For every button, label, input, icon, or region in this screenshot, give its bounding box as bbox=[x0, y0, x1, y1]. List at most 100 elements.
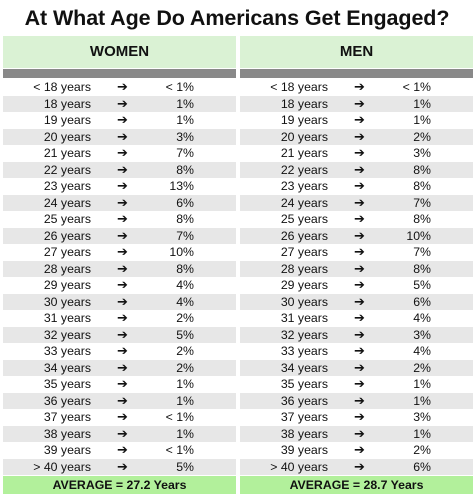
table-row: 31 years ➔ 2% bbox=[3, 310, 236, 327]
divider-bar bbox=[240, 69, 473, 78]
age-cell: 21 years bbox=[280, 146, 328, 160]
arrow-right-icon: ➔ bbox=[117, 145, 128, 160]
percent-cell: 1% bbox=[413, 96, 431, 111]
age-cell: 24 years bbox=[43, 195, 91, 210]
table-row: 26 years ➔ 10% bbox=[240, 227, 473, 244]
age-cell: 19 years bbox=[43, 113, 91, 127]
percent-cell: 8% bbox=[176, 261, 194, 276]
percent-cell: 2% bbox=[176, 360, 194, 375]
age-cell: 31 years bbox=[43, 311, 91, 325]
arrow-right-icon: ➔ bbox=[354, 227, 365, 243]
table-row: 37 years ➔ 3% bbox=[240, 409, 473, 426]
percent-cell: 8% bbox=[413, 261, 431, 276]
arrow-right-icon: ➔ bbox=[117, 112, 128, 127]
arrow-right-icon: ➔ bbox=[354, 409, 365, 424]
age-cell: 25 years bbox=[43, 212, 91, 226]
age-cell: < 18 years bbox=[270, 80, 328, 94]
age-cell: 28 years bbox=[280, 261, 328, 276]
table-row: 38 years ➔ 1% bbox=[240, 425, 473, 442]
divider-bar bbox=[3, 69, 236, 78]
age-cell: 24 years bbox=[280, 195, 328, 210]
arrow-right-icon: ➔ bbox=[117, 95, 128, 111]
percent-cell: 6% bbox=[176, 195, 194, 210]
table-row: 20 years ➔ 3% bbox=[3, 128, 236, 145]
women-panel: WOMEN < 18 years ➔ < 1% 18 years ➔ 1% 19 years… bbox=[3, 36, 236, 495]
table-row: 18 years ➔ 1% bbox=[3, 95, 236, 112]
percent-cell: < 1% bbox=[402, 80, 431, 94]
age-cell: 28 years bbox=[43, 261, 91, 276]
age-cell: 39 years bbox=[280, 443, 328, 457]
arrow-right-icon: ➔ bbox=[117, 194, 128, 210]
percent-cell: 5% bbox=[413, 278, 431, 292]
age-cell: 26 years bbox=[43, 228, 91, 243]
percent-cell: 2% bbox=[413, 129, 431, 144]
table-row: > 40 years ➔ 6% bbox=[240, 458, 473, 475]
arrow-right-icon: ➔ bbox=[117, 260, 128, 276]
age-cell: 25 years bbox=[280, 212, 328, 226]
table-row: 33 years ➔ 2% bbox=[3, 343, 236, 360]
percent-cell: 3% bbox=[413, 146, 431, 160]
percent-cell: 3% bbox=[413, 327, 431, 342]
percent-cell: 7% bbox=[176, 228, 194, 243]
age-cell: 30 years bbox=[280, 294, 328, 309]
table-row: 19 years ➔ 1% bbox=[3, 112, 236, 129]
percent-cell: 6% bbox=[413, 294, 431, 309]
arrow-right-icon: ➔ bbox=[354, 293, 365, 309]
arrow-right-icon: ➔ bbox=[354, 260, 365, 276]
percent-cell: 6% bbox=[413, 459, 431, 474]
arrow-right-icon: ➔ bbox=[117, 211, 128, 226]
table-row: 38 years ➔ 1% bbox=[3, 425, 236, 442]
percent-cell: 1% bbox=[176, 426, 194, 441]
table-row: 34 years ➔ 2% bbox=[3, 359, 236, 376]
percent-cell: 1% bbox=[176, 113, 194, 127]
percent-cell: 1% bbox=[413, 377, 431, 391]
age-cell: 38 years bbox=[43, 426, 91, 441]
women-header: WOMEN bbox=[3, 36, 236, 68]
arrow-right-icon: ➔ bbox=[354, 244, 365, 259]
age-cell: 31 years bbox=[280, 311, 328, 325]
table-row: 29 years ➔ 4% bbox=[3, 277, 236, 294]
table-row: 21 years ➔ 3% bbox=[240, 145, 473, 162]
arrow-right-icon: ➔ bbox=[117, 442, 128, 457]
percent-cell: 13% bbox=[169, 179, 194, 193]
percent-cell: 8% bbox=[413, 162, 431, 177]
age-cell: > 40 years bbox=[33, 459, 91, 474]
table-row: 19 years ➔ 1% bbox=[240, 112, 473, 129]
table-row: 36 years ➔ 1% bbox=[3, 392, 236, 409]
age-cell: 32 years bbox=[280, 327, 328, 342]
percent-cell: 1% bbox=[176, 377, 194, 391]
men-panel: MEN < 18 years ➔ < 1% 18 years ➔ 1% 19 years ➔ 1… bbox=[240, 36, 473, 495]
age-cell: 21 years bbox=[43, 146, 91, 160]
arrow-right-icon: ➔ bbox=[354, 458, 365, 474]
arrow-right-icon: ➔ bbox=[354, 178, 365, 193]
men-rows: < 18 years ➔ < 1% 18 years ➔ 1% 19 years ➔ 1% 20 … bbox=[240, 79, 473, 475]
age-cell: 37 years bbox=[43, 410, 91, 424]
table-row: 33 years ➔ 4% bbox=[240, 343, 473, 360]
arrow-right-icon: ➔ bbox=[354, 425, 365, 441]
age-cell: 33 years bbox=[43, 344, 91, 358]
age-cell: 26 years bbox=[280, 228, 328, 243]
table-row: 24 years ➔ 7% bbox=[240, 194, 473, 211]
table-row: 23 years ➔ 8% bbox=[240, 178, 473, 195]
arrow-right-icon: ➔ bbox=[354, 112, 365, 127]
percent-cell: 4% bbox=[413, 311, 431, 325]
percent-cell: 7% bbox=[413, 195, 431, 210]
age-cell: 30 years bbox=[43, 294, 91, 309]
table-row: 31 years ➔ 4% bbox=[240, 310, 473, 327]
arrow-right-icon: ➔ bbox=[354, 194, 365, 210]
age-cell: 23 years bbox=[43, 179, 91, 193]
arrow-right-icon: ➔ bbox=[117, 128, 128, 144]
table-row: < 18 years ➔ < 1% bbox=[240, 79, 473, 96]
table-row: 21 years ➔ 7% bbox=[3, 145, 236, 162]
percent-cell: 8% bbox=[176, 212, 194, 226]
table-row: 23 years ➔ 13% bbox=[3, 178, 236, 195]
percent-cell: 1% bbox=[413, 393, 431, 408]
percent-cell: 7% bbox=[413, 245, 431, 259]
percent-cell: 4% bbox=[176, 294, 194, 309]
arrow-right-icon: ➔ bbox=[354, 376, 365, 391]
arrow-right-icon: ➔ bbox=[354, 211, 365, 226]
percent-cell: 4% bbox=[413, 344, 431, 358]
percent-cell: 3% bbox=[413, 410, 431, 424]
age-cell: 36 years bbox=[280, 393, 328, 408]
table-row: 35 years ➔ 1% bbox=[3, 376, 236, 393]
